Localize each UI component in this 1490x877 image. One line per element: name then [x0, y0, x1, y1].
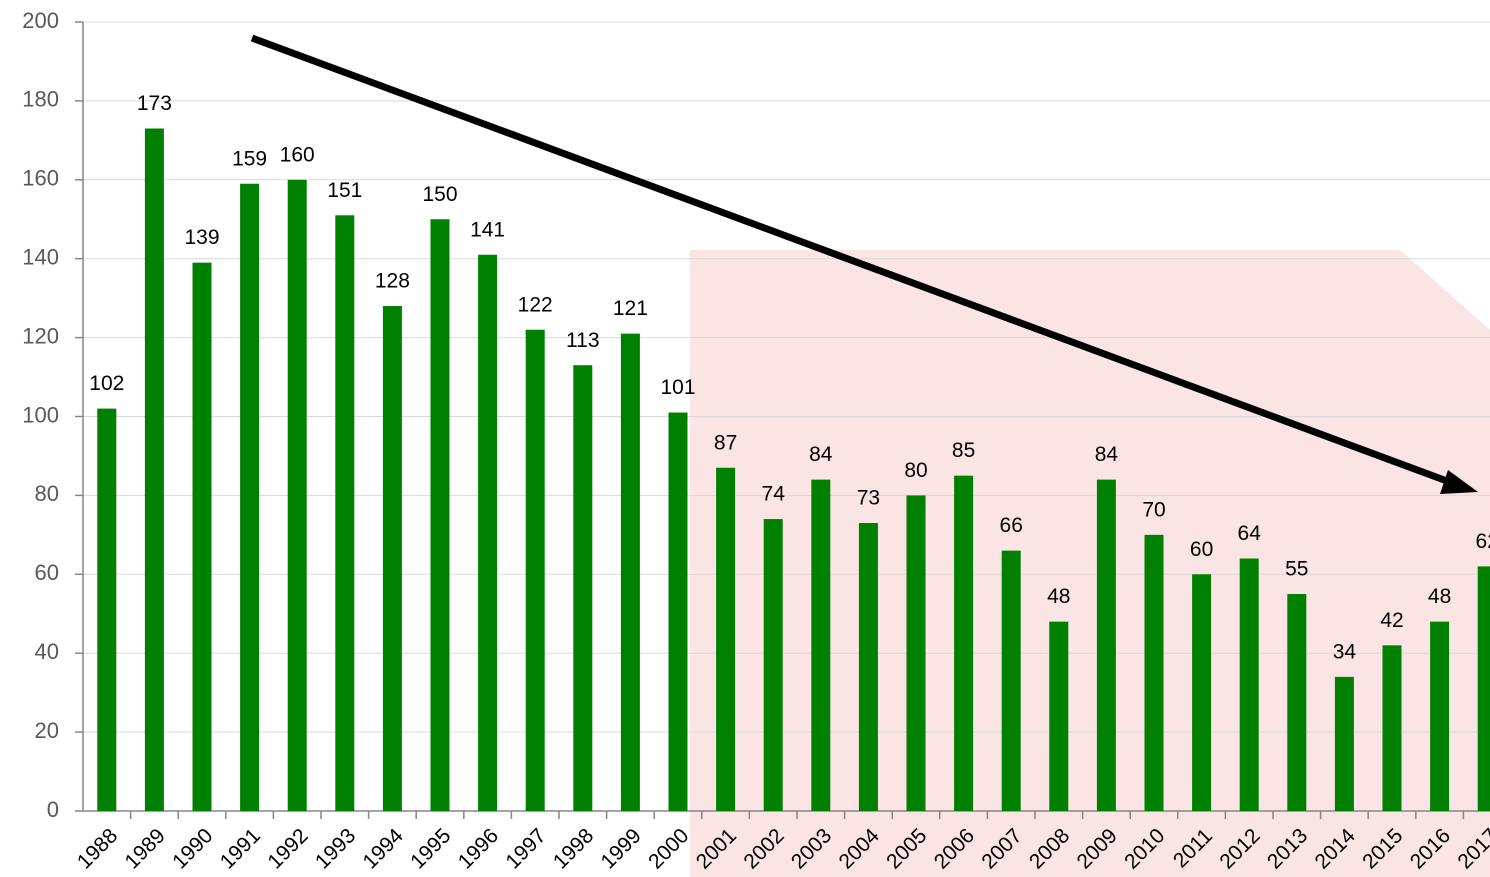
- value-label: 121: [613, 297, 648, 320]
- value-label: 48: [1428, 585, 1451, 608]
- value-label: 64: [1238, 522, 1262, 545]
- value-label: 173: [137, 92, 172, 115]
- value-label: 62: [1476, 530, 1490, 553]
- x-tick-label: 1992: [263, 824, 312, 873]
- bar: [525, 329, 545, 811]
- value-label: 48: [1047, 585, 1070, 608]
- bar: [1334, 676, 1354, 811]
- bar: [668, 412, 688, 811]
- value-label: 66: [1000, 514, 1023, 537]
- arrow-head: [1440, 470, 1478, 494]
- bar: [1239, 558, 1259, 811]
- y-tick-label: 200: [22, 8, 59, 33]
- x-tick-label: 1988: [73, 824, 122, 873]
- bar: [858, 523, 878, 811]
- x-tick-label: 1998: [549, 824, 598, 873]
- value-label: 128: [375, 270, 410, 293]
- value-label: 70: [1142, 498, 1165, 521]
- bar: [906, 495, 926, 811]
- x-tick-label: 1989: [121, 824, 170, 873]
- value-label: 122: [518, 293, 553, 316]
- value-label: 60: [1190, 538, 1213, 561]
- bar: [335, 215, 355, 811]
- bar: [573, 365, 593, 811]
- bar: [430, 219, 450, 811]
- bar: [287, 179, 307, 812]
- value-label: 80: [904, 459, 927, 482]
- value-label: 73: [857, 487, 880, 510]
- bar: [478, 254, 498, 811]
- value-label: 113: [566, 329, 599, 352]
- bar: [1477, 566, 1490, 811]
- bar: [1382, 645, 1402, 811]
- y-tick-label: 140: [22, 245, 59, 270]
- bar: [954, 475, 974, 811]
- value-label: 55: [1285, 558, 1308, 581]
- x-tick-label: 1990: [168, 824, 217, 873]
- bar: [1144, 534, 1164, 811]
- bar: [716, 467, 736, 811]
- x-tick-label: 1996: [454, 824, 503, 873]
- y-tick-label: 40: [35, 639, 59, 664]
- x-tick-label: 1993: [311, 824, 360, 873]
- y-tick-label: 180: [22, 87, 59, 112]
- y-tick-label: 20: [35, 718, 59, 743]
- y-tick-label: 0: [47, 797, 59, 822]
- x-tick-label: 1995: [406, 824, 455, 873]
- bar: [1287, 594, 1307, 811]
- value-label: 74: [762, 483, 786, 506]
- value-label: 159: [232, 147, 267, 170]
- bar: [620, 333, 640, 811]
- watermark-shape: [690, 250, 1490, 877]
- grid: 0 20 40 60 80 100 120 140 160 180 200: [22, 8, 1490, 822]
- bar: [1192, 574, 1212, 811]
- value-label: 84: [809, 443, 833, 466]
- value-label: 42: [1380, 609, 1403, 632]
- x-tick-label: 1991: [216, 824, 265, 873]
- trend-arrow: [250, 34, 1457, 488]
- value-label: 85: [952, 439, 975, 462]
- value-label: 139: [184, 226, 219, 249]
- bar: [1001, 550, 1021, 811]
- bar: [382, 306, 402, 811]
- watermark: [690, 250, 1490, 877]
- y-tick-label: 60: [35, 560, 59, 585]
- value-label: 160: [280, 143, 315, 166]
- x-tick-label: 2000: [644, 824, 693, 873]
- bar: [811, 479, 831, 811]
- y-tick-label: 160: [22, 166, 59, 191]
- y-tick-label: 120: [22, 323, 59, 348]
- x-tick-label: 1994: [359, 824, 409, 874]
- bar: [144, 128, 164, 811]
- value-label: 34: [1333, 640, 1357, 663]
- value-label: 84: [1095, 443, 1119, 466]
- value-label: 150: [422, 183, 457, 206]
- x-tick-label: 1997: [501, 824, 550, 873]
- value-label: 102: [89, 372, 124, 395]
- y-tick-label: 100: [22, 402, 59, 427]
- x-tick-label: 1999: [597, 824, 646, 873]
- bar: [1096, 479, 1116, 811]
- bar: [1049, 621, 1069, 811]
- value-label: 151: [327, 179, 362, 202]
- bar: [192, 262, 212, 811]
- bar: [240, 183, 260, 811]
- bar: [763, 519, 783, 811]
- value-label: 141: [470, 218, 505, 241]
- bar: [97, 408, 117, 811]
- y-tick-label: 80: [35, 481, 59, 506]
- value-label: 101: [660, 376, 695, 399]
- bar: [1430, 621, 1450, 811]
- value-label: 87: [714, 431, 737, 454]
